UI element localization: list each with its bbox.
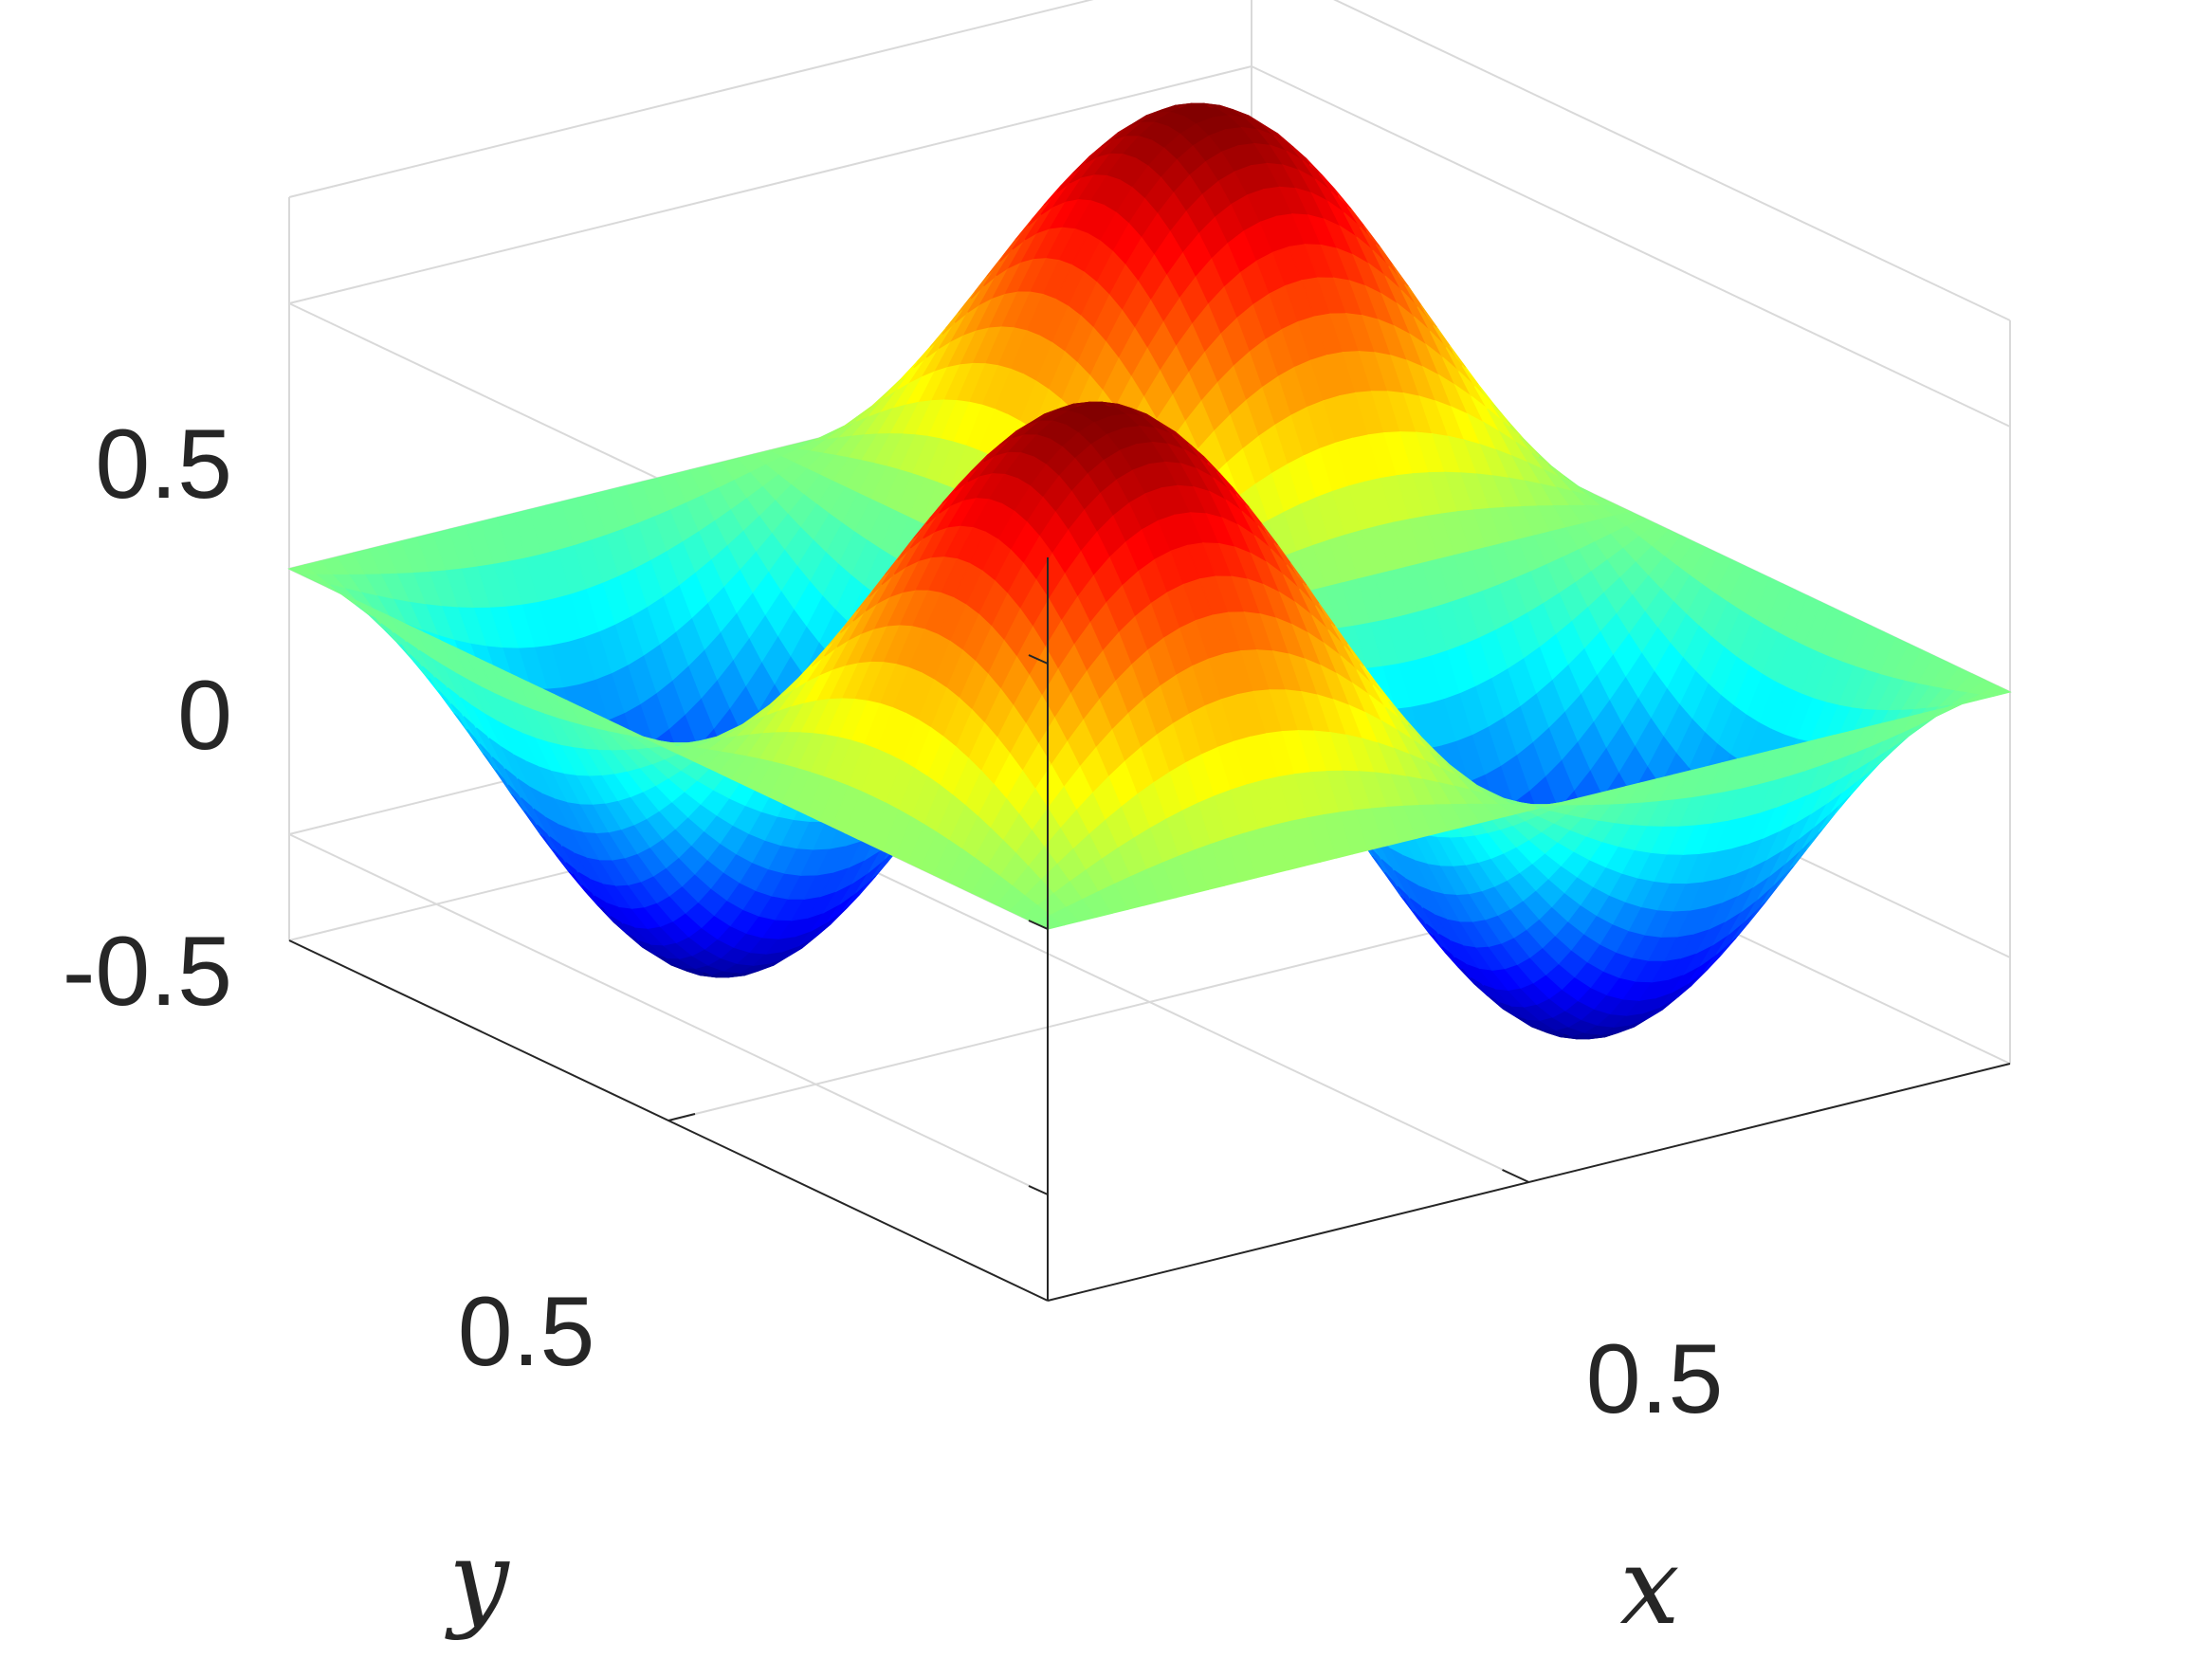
y-tick-mark [667, 1113, 696, 1121]
z-tick-mark [1028, 654, 1049, 665]
z-tick-label-neg0.5: -0.5 [63, 917, 232, 1027]
z-grid-line [288, 65, 1252, 304]
x-axis-label: x [1619, 1525, 1679, 1649]
z-tick-label-0: 0 [177, 661, 232, 771]
y-tick-label-0.5: 0.5 [458, 1277, 595, 1387]
z-tick-mark [1028, 920, 1049, 930]
x-tick-mark [1502, 1169, 1529, 1183]
x-tick-label-0.5: 0.5 [1586, 1324, 1724, 1434]
z-tick-mark [1028, 1185, 1049, 1195]
tick-marks [667, 654, 1529, 1195]
y-axis-label: y [444, 1519, 510, 1642]
z-grid-line [1251, 65, 2011, 428]
box-edge [288, 0, 1094, 198]
z-tick-label-0.5: 0.5 [95, 410, 232, 520]
surface-patch [1979, 685, 2012, 697]
box-edge [1333, 0, 2011, 321]
surface-mesh [287, 102, 2012, 1040]
z-grid-line [288, 833, 1049, 1195]
